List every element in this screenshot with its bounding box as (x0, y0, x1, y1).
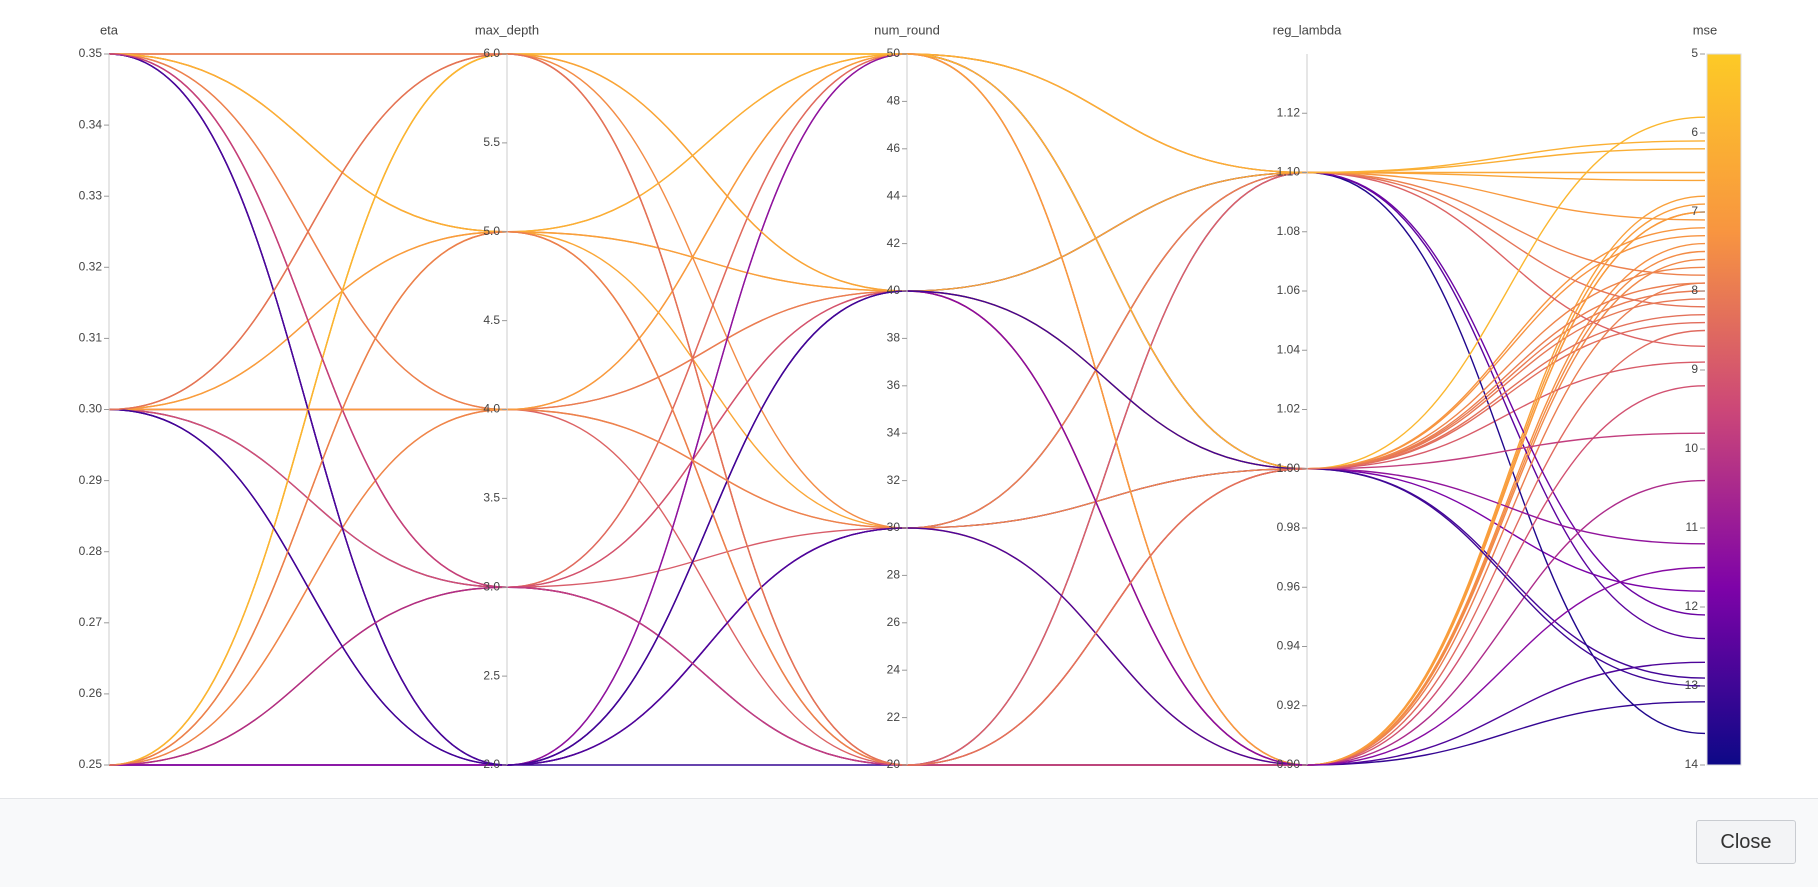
tick-label: 1.12 (1277, 105, 1301, 119)
axis-title: num_round (874, 22, 940, 37)
tick-label: 26 (887, 615, 901, 629)
tick-label: 0.92 (1277, 698, 1301, 712)
run-line (108, 231, 1706, 766)
tick-label: 22 (887, 710, 901, 724)
run-line (108, 53, 1706, 766)
tick-label: 40 (887, 283, 901, 297)
tick-label: 24 (887, 662, 901, 676)
tick-label: 38 (887, 331, 901, 345)
tick-label: 7 (1691, 204, 1698, 218)
tick-label: 3.0 (483, 579, 500, 593)
tick-label: 9 (1691, 362, 1698, 376)
footer: Close (0, 798, 1818, 887)
chart: eta 0.25 0.26 0.27 0.28 0.29 0.30 0.31 0.32 0.33 0… (79, 22, 1742, 771)
run-line (108, 53, 1706, 766)
tick-label: 2.5 (483, 668, 500, 682)
tick-label: 1.08 (1277, 224, 1301, 238)
tick-label: 3.5 (483, 491, 500, 505)
tick-label: 20 (887, 757, 901, 771)
tick-label: 0.94 (1277, 639, 1301, 653)
tick-label: 0.96 (1277, 579, 1301, 593)
tick-label: 5 (1691, 46, 1698, 60)
tick-label: 36 (887, 378, 901, 392)
run-line (108, 53, 1706, 766)
tick-label: 0.28 (79, 544, 103, 558)
run-line (108, 290, 1706, 766)
tick-label: 28 (887, 568, 901, 582)
tick-label: 0.31 (79, 331, 103, 345)
tick-label: 4.5 (483, 313, 500, 327)
tick-label: 1.04 (1277, 342, 1301, 356)
tick-label: 0.34 (79, 117, 103, 131)
run-line (108, 53, 1706, 233)
tick-label: 6 (1691, 125, 1698, 139)
tick-label: 10 (1685, 441, 1699, 455)
tick-label: 0.25 (79, 757, 103, 771)
tick-label: 1.00 (1277, 461, 1301, 475)
tick-label: 32 (887, 473, 901, 487)
tick-label: 34 (887, 425, 901, 439)
tick-label: 2.0 (483, 757, 500, 771)
axis-title: mse (1693, 22, 1718, 37)
tick-label: 11 (1686, 520, 1699, 534)
tick-label: 48 (887, 94, 901, 108)
tick-label: 4.0 (483, 402, 500, 416)
tick-label: 0.32 (79, 259, 103, 273)
tick-label: 12 (1685, 599, 1699, 613)
tick-label: 13 (1685, 678, 1699, 692)
tick-label: 0.27 (79, 615, 103, 629)
tick-label: 0.30 (79, 402, 103, 416)
colorbar (1706, 53, 1742, 766)
tick-label: 0.98 (1277, 520, 1301, 534)
tick-label: 1.10 (1277, 165, 1301, 179)
tick-label: 5.0 (483, 224, 500, 238)
run-line (108, 290, 1706, 766)
close-button[interactable]: Close (1696, 820, 1796, 864)
tick-label: 6.0 (483, 46, 500, 60)
tick-label: 46 (887, 141, 901, 155)
tick-label: 0.35 (79, 46, 103, 60)
run-line (108, 53, 1706, 766)
tick-label: 8 (1691, 283, 1698, 297)
tick-label: 30 (887, 520, 901, 534)
tick-label: 44 (887, 188, 901, 202)
tick-label: 0.33 (79, 188, 103, 202)
tick-label: 0.90 (1277, 757, 1301, 771)
axis-title: max_depth (475, 22, 539, 37)
tick-label: 0.29 (79, 473, 103, 487)
tick-label: 1.06 (1277, 283, 1301, 297)
tick-label: 0.26 (79, 686, 103, 700)
tick-label: 5.5 (483, 135, 500, 149)
axis-title: reg_lambda (1273, 22, 1342, 37)
tick-label: 42 (887, 236, 901, 250)
axis-title: eta (100, 22, 119, 37)
tick-label: 14 (1685, 757, 1699, 771)
tick-label: 50 (887, 46, 901, 60)
tick-label: 1.02 (1277, 402, 1301, 416)
